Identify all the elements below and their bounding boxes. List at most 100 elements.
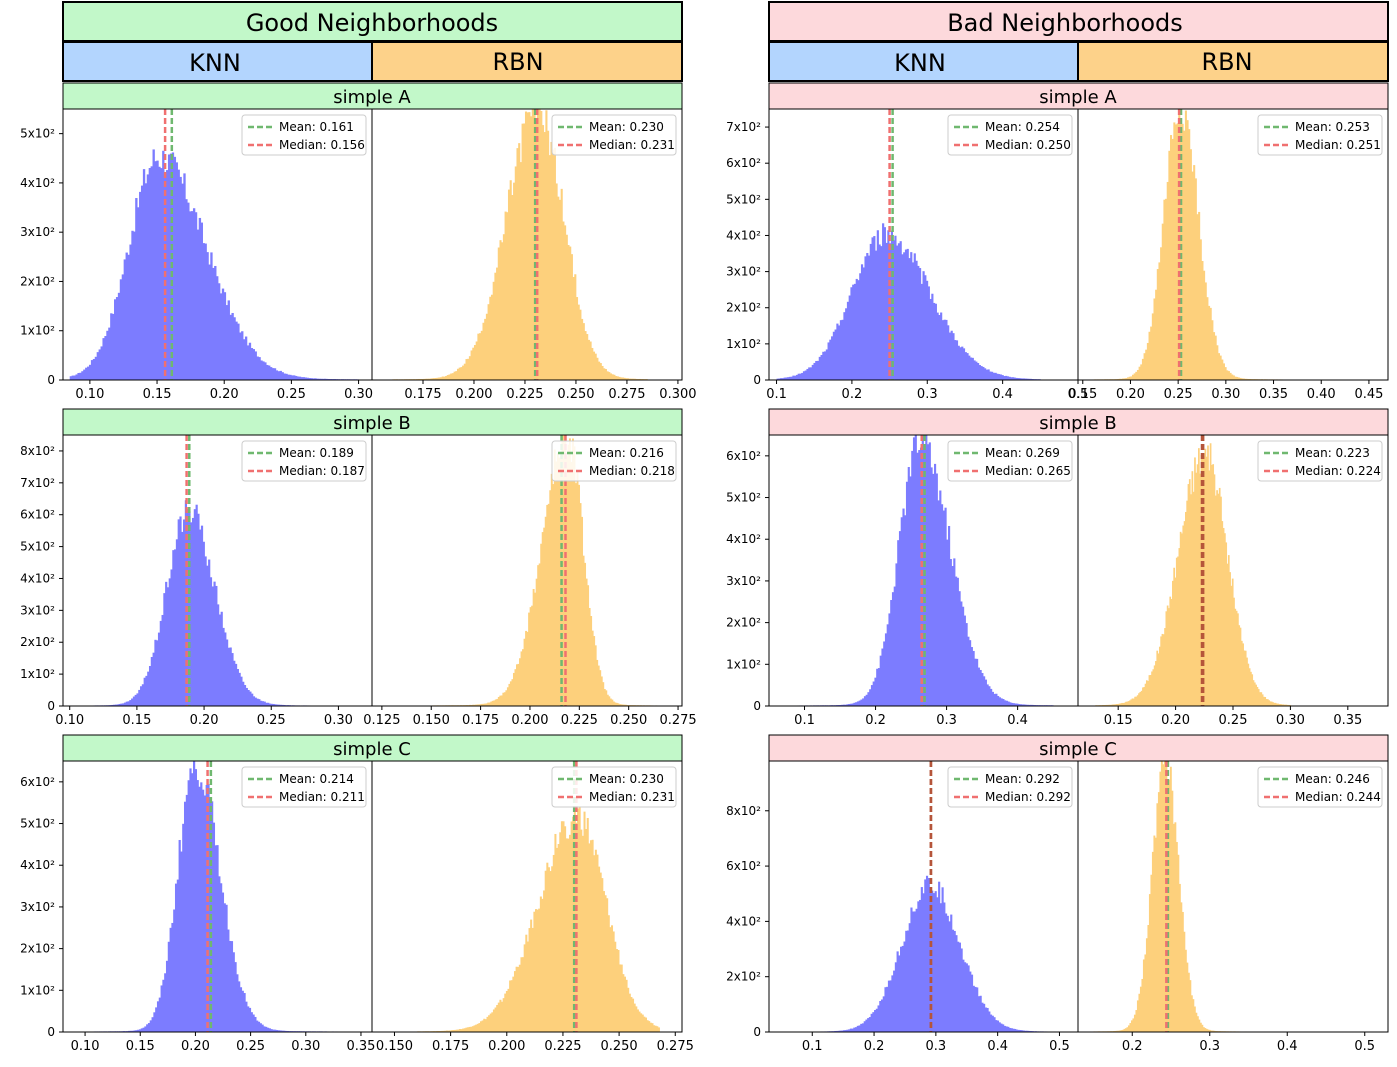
histogram-bar — [982, 366, 985, 380]
histogram-bar — [442, 1030, 445, 1032]
histogram-bar — [582, 555, 585, 706]
histogram-bar — [191, 773, 194, 1032]
x-tick-label: 0.175 — [462, 713, 499, 728]
histogram-bar — [1203, 270, 1206, 380]
histogram-bar — [1214, 335, 1217, 380]
histogram-bar — [630, 997, 633, 1032]
histogram-bar — [499, 240, 502, 380]
histogram-bar — [1178, 883, 1181, 1032]
histogram-bar — [848, 1029, 851, 1032]
histogram-bar — [517, 966, 520, 1032]
histogram-bar — [1106, 704, 1109, 706]
histogram-bar — [992, 372, 995, 380]
histogram-bar — [554, 833, 557, 1032]
histogram-bar — [1190, 494, 1192, 706]
histogram-bar — [974, 986, 977, 1032]
histogram-bar — [90, 360, 94, 380]
histogram-bar — [149, 1020, 152, 1032]
histogram-bar — [463, 1028, 466, 1032]
histogram-bar — [1143, 353, 1146, 380]
histogram-bar — [295, 375, 298, 380]
histogram-bar — [133, 231, 136, 380]
histogram-bar — [321, 378, 325, 380]
histogram-bar — [296, 376, 300, 380]
histogram-bar — [1021, 704, 1024, 706]
histogram-bar — [478, 1023, 481, 1032]
histogram-bar — [972, 650, 975, 706]
histogram-bar — [123, 702, 127, 706]
histogram-bar — [436, 377, 439, 380]
histogram-bar — [1185, 511, 1187, 706]
histogram-bar — [242, 681, 245, 706]
histogram-bar — [1175, 557, 1178, 706]
histogram-bar — [179, 516, 182, 706]
histogram-bar — [1183, 931, 1186, 1032]
histogram-bar — [538, 908, 541, 1032]
histogram-bar — [417, 378, 420, 380]
y-tick-label: 1x10² — [726, 657, 761, 671]
histogram-bar — [868, 1017, 871, 1032]
histogram-bar — [1127, 1025, 1130, 1032]
histogram-bar — [206, 565, 209, 706]
histogram-bar — [1009, 702, 1012, 706]
histogram-bar — [111, 704, 114, 706]
histogram-bar — [260, 700, 263, 706]
histogram-bar — [605, 690, 608, 706]
histogram-bar — [955, 340, 959, 380]
legend-box — [1257, 766, 1383, 808]
histogram-bar — [1123, 378, 1126, 380]
histogram-bar — [842, 704, 846, 706]
histogram-bar — [485, 703, 488, 706]
histogram-bar — [941, 320, 944, 380]
histogram-bar — [1175, 842, 1178, 1032]
histogram-bar — [316, 378, 319, 380]
histogram-bar — [1019, 704, 1022, 706]
sub-header-good-rbn: RBN — [492, 48, 543, 76]
histogram-bar — [310, 378, 313, 380]
histogram-bar — [1173, 122, 1176, 380]
histogram-bar — [269, 703, 272, 706]
histogram-bar — [852, 284, 855, 380]
histogram-bar — [1003, 376, 1006, 380]
histogram-bar — [1132, 1018, 1135, 1032]
histogram-bar — [914, 435, 917, 706]
histogram-bar — [573, 446, 576, 706]
histogram-bar — [609, 373, 613, 380]
histogram-bar — [1274, 702, 1277, 706]
histogram-bar — [1150, 326, 1153, 380]
histogram-bar — [958, 942, 961, 1032]
histogram-bar — [192, 208, 196, 380]
histogram-bar — [147, 1023, 151, 1032]
legend-box — [947, 114, 1073, 156]
x-tick-label: 0.30 — [1276, 713, 1305, 728]
histogram-bar — [128, 1030, 131, 1032]
histogram-bar — [1263, 696, 1265, 706]
histogram-bar — [1125, 378, 1128, 380]
histogram-bar — [1146, 342, 1149, 380]
histogram-bar — [81, 371, 84, 380]
histogram-bar — [182, 823, 185, 1032]
x-tick-label: 0.175 — [432, 1039, 469, 1054]
histogram-bar — [794, 375, 797, 380]
x-tick-label: 0.15 — [1104, 713, 1133, 728]
histogram-bar — [618, 704, 621, 706]
histogram-bar — [475, 1024, 478, 1032]
histogram-bar — [441, 1030, 444, 1032]
histogram-bar — [496, 267, 499, 380]
histogram-bar — [470, 704, 473, 706]
histogram-bar — [1208, 305, 1211, 380]
histogram-bar — [558, 457, 561, 706]
histogram-bar — [190, 522, 193, 706]
histogram-bar — [323, 378, 327, 380]
histogram-bar — [1148, 894, 1151, 1032]
histogram-bar — [604, 369, 607, 380]
histogram-bar — [1022, 378, 1025, 380]
x-tick-label: 0.20 — [181, 1039, 210, 1054]
histogram-bar — [955, 935, 958, 1032]
histogram-bar — [1224, 533, 1226, 706]
histogram-bar — [1126, 701, 1129, 706]
histogram-bar — [1017, 378, 1020, 380]
panel-good-neighborhoods-simple-a-knn: 0.10 0.15 0.20 0.25 0.3001x10²2x10²3x10²4x10… — [20, 108, 373, 402]
histogram-bar — [445, 375, 448, 380]
